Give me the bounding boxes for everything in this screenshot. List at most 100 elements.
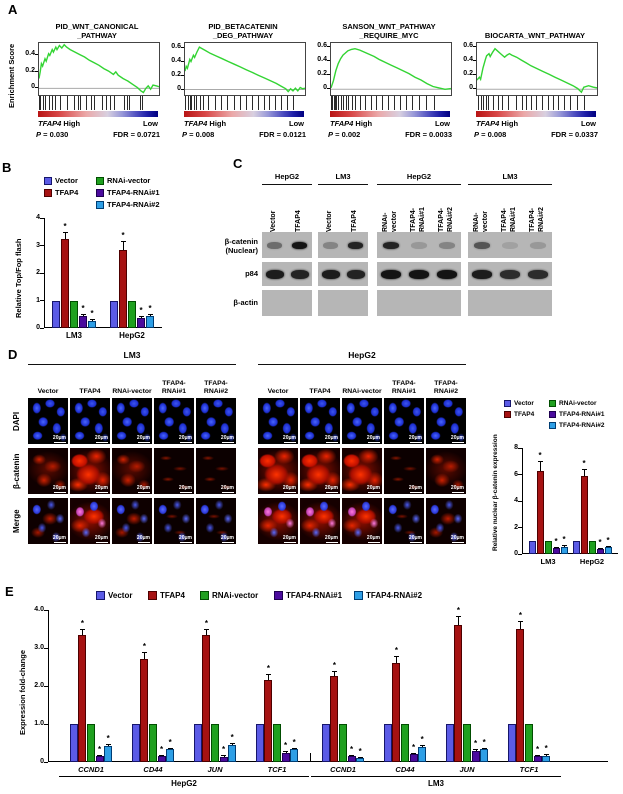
blot-strip-bcat bbox=[377, 232, 461, 258]
blot-group-underline bbox=[318, 184, 368, 185]
nuclear-bcat-ytick-mark bbox=[518, 500, 522, 502]
top-fop-error-bar-cap bbox=[62, 231, 68, 233]
nuclear-bcat-ytick-mark bbox=[518, 447, 522, 449]
fold-change-error-bar-cap bbox=[419, 744, 425, 746]
nuclear-bcat-ytick-mark bbox=[518, 527, 522, 528]
treatment-column-label-line: Vector bbox=[37, 387, 59, 395]
gsea-hit-tick bbox=[418, 96, 420, 110]
scale-bar-label: 20μm bbox=[178, 435, 192, 441]
fold-change-error-bar-cap bbox=[535, 754, 541, 756]
top-fop-error-bar bbox=[123, 241, 124, 250]
protein-band bbox=[321, 269, 340, 279]
fold-change-significance-mark: * bbox=[204, 619, 208, 628]
legend-label: TFAP4-RNAi#1 bbox=[107, 188, 160, 197]
treatment-column-label-line: RNAi-vector bbox=[112, 387, 152, 395]
fold-change-category-label: JUN bbox=[207, 765, 223, 774]
legend-label: TFAP4 bbox=[160, 591, 185, 600]
panel-d-legend-item: TFAP4 bbox=[504, 411, 534, 418]
fold-change-error-bar-cap bbox=[481, 747, 487, 749]
gsea-hit-tick bbox=[142, 96, 144, 110]
fold-change-bar-TFAP4-RNAi#2 bbox=[418, 746, 427, 762]
legend-swatch bbox=[549, 400, 556, 407]
gsea-low-label: Low bbox=[435, 119, 450, 128]
scale-bar-label: 20μm bbox=[450, 535, 464, 541]
gsea-ytick-mark bbox=[327, 88, 330, 90]
blot-row-label-line: β-actin bbox=[233, 298, 258, 307]
panel-d-legend-item: RNAi-vector bbox=[549, 400, 597, 407]
fold-change-bar-TFAP4 bbox=[78, 634, 87, 762]
protein-band bbox=[436, 269, 458, 279]
legend-swatch bbox=[274, 591, 283, 600]
fold-change-error-bar-cap bbox=[455, 615, 461, 617]
top-fop-ytick-mark bbox=[40, 217, 44, 219]
nuclear-bcat-ytick-label: 0 bbox=[514, 550, 518, 557]
gsea-hit-tick bbox=[269, 96, 271, 110]
gsea-hit-tick bbox=[110, 96, 111, 110]
gsea-title-line1: BIOCARTA_WNT_PATHWAY bbox=[484, 31, 586, 40]
fold-change-error-bar bbox=[334, 671, 336, 676]
cell-line-underline bbox=[258, 364, 466, 365]
gsea-ytick-label: 0.6 bbox=[317, 41, 327, 49]
nuclear-bcat-ytick-label: 6 bbox=[514, 470, 518, 478]
gsea-hit-tick bbox=[351, 96, 353, 110]
gsea-low-label: Low bbox=[581, 119, 596, 128]
gsea-p-value: P = 0.030 bbox=[36, 130, 69, 139]
gsea-hit-tick bbox=[492, 96, 494, 110]
protein-band bbox=[410, 241, 428, 249]
fold-change-bar-Vector bbox=[193, 724, 202, 762]
gsea-hit-tick bbox=[258, 96, 260, 110]
fold-change-error-bar bbox=[82, 629, 84, 635]
gsea-hit-tick bbox=[45, 96, 47, 110]
top-fop-ytick-label: 1 bbox=[36, 296, 40, 304]
blot-group-header: HepG2 bbox=[274, 172, 300, 181]
top-fop-significance-mark: * bbox=[63, 221, 67, 231]
gsea-ytick-label: 0.6 bbox=[171, 43, 181, 51]
panel-e-legend-item: RNAi-vector bbox=[200, 591, 258, 600]
fold-change-error-bar-cap bbox=[283, 751, 289, 753]
gsea-stats-row: P = 0.008 FDR = 0.0121 bbox=[182, 130, 306, 139]
gsea-ytick-mark bbox=[181, 88, 184, 90]
fold-change-significance-mark: * bbox=[292, 737, 296, 747]
fold-change-significance-mark: * bbox=[394, 646, 398, 656]
gsea-hit-tick bbox=[508, 96, 510, 110]
fold-change-error-bar bbox=[206, 629, 208, 635]
gsea-title-line2: _REQUIRE_MYC bbox=[359, 31, 419, 40]
fold-change-error-bar-cap bbox=[349, 754, 355, 756]
panel-e-legend-item: TFAP4 bbox=[148, 591, 185, 600]
gsea-hit-tick bbox=[59, 96, 61, 110]
beta-catenin-image: 20μm bbox=[342, 448, 382, 494]
protein-band bbox=[438, 241, 456, 249]
fold-change-ytick-mark bbox=[44, 761, 48, 763]
fold-change-bar-TFAP4-RNAi#1 bbox=[95, 756, 104, 762]
beta-catenin-image: 20μm bbox=[154, 448, 194, 494]
scale-bar-label: 20μm bbox=[178, 485, 192, 491]
fold-change-bar-TFAP4-RNAi#1 bbox=[471, 750, 480, 762]
gsea-p-value: P = 0.008 bbox=[182, 130, 215, 139]
scale-bar-label: 20μm bbox=[408, 485, 422, 491]
top-fop-ytick-label: 2 bbox=[36, 269, 40, 276]
gsea-ytick-mark bbox=[327, 59, 330, 61]
gsea-plot-box bbox=[38, 42, 160, 96]
top-fop-bar-TFAP4-RNAi#2 bbox=[88, 321, 96, 328]
scale-bar-label: 20μm bbox=[408, 435, 422, 441]
fold-change-bar-TFAP4-RNAi#2 bbox=[228, 745, 237, 762]
legend-label: Vector bbox=[514, 400, 534, 407]
nuclear-bcat-error-bar-cap bbox=[605, 545, 611, 547]
gsea-hit-tick bbox=[434, 96, 436, 110]
gsea-ytick-mark bbox=[327, 45, 330, 47]
fold-change-error-bar-cap bbox=[229, 743, 235, 745]
gsea-hit-tick bbox=[80, 96, 81, 110]
treatment-column-label-line: TFAP4- bbox=[392, 379, 416, 387]
blot-row-label: p84 bbox=[188, 269, 258, 278]
panel-e-legend-item: TFAP4-RNAi#1 bbox=[274, 591, 342, 600]
panel-b-legend-item: RNAi-vector bbox=[96, 176, 150, 185]
fold-change-section-label: HepG2 bbox=[171, 779, 197, 788]
gsea-phenotype-row: TFAP4 High Low bbox=[184, 119, 304, 128]
gsea-hit-tick bbox=[333, 96, 335, 110]
top-fop-ytick-mark bbox=[40, 272, 44, 274]
gsea-ytick-mark bbox=[181, 47, 184, 49]
gsea-title: PID_WNT_CANONICAL _PATHWAY bbox=[34, 16, 160, 40]
gsea-ytick-mark bbox=[181, 61, 184, 63]
fold-change-bar-RNAi-vector bbox=[211, 724, 219, 762]
gsea-hit-tick bbox=[411, 96, 413, 110]
